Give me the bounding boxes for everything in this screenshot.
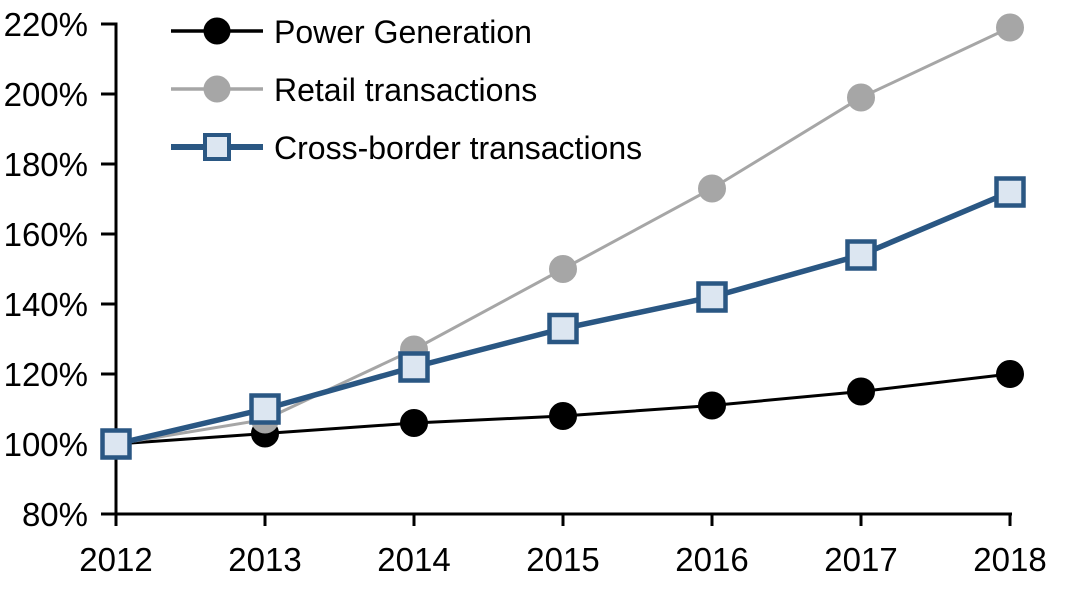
- x-axis: 2012 2013 2014 2015 2016 2017 2018: [79, 512, 1047, 578]
- data-point-retail-transactions: [698, 174, 726, 203]
- y-tick-label: 120%: [4, 356, 88, 393]
- x-tick-label: 2017: [824, 541, 897, 578]
- legend: Power Generation Retail transactions Cross…: [171, 14, 642, 166]
- legend-marker-cross-border-transactions: [203, 133, 231, 161]
- legend-label: Cross-border transactions: [274, 130, 642, 166]
- y-tick-label: 160%: [4, 216, 88, 253]
- data-point-power-generation: [847, 377, 875, 406]
- legend-item-power-generation: Power Generation: [171, 14, 532, 50]
- data-point-cross-border-transactions: [249, 393, 281, 425]
- x-tick-label: 2016: [675, 541, 748, 578]
- data-point-retail-transactions: [549, 255, 577, 283]
- legend-item-cross-border-transactions: Cross-border transactions: [171, 130, 642, 166]
- y-tick-label: 140%: [4, 286, 88, 323]
- y-tick-label: 180%: [4, 146, 88, 183]
- data-point-cross-border-transactions: [845, 239, 877, 271]
- legend-marker-retail-transactions: [203, 75, 231, 103]
- series-retail-transactions: [102, 13, 1024, 458]
- y-tick-label: 80%: [22, 496, 88, 533]
- data-point-retail-transactions: [847, 83, 875, 112]
- data-point-retail-transactions: [996, 13, 1024, 42]
- x-tick-label: 2013: [228, 541, 301, 578]
- series-cross-border-transactions: [100, 176, 1026, 460]
- legend-label: Retail transactions: [274, 72, 537, 108]
- legend-label: Power Generation: [274, 14, 532, 50]
- data-point-power-generation: [549, 402, 577, 430]
- series-power-generation: [102, 360, 1024, 458]
- data-point-power-generation: [996, 360, 1024, 388]
- data-point-cross-border-transactions: [547, 312, 579, 345]
- data-point-cross-border-transactions: [696, 281, 728, 313]
- x-tick-label: 2014: [377, 541, 450, 578]
- y-axis: 80% 100% 120% 140% 160% 180% 200% 220%: [4, 6, 118, 533]
- data-point-power-generation: [698, 391, 726, 420]
- x-tick-label: 2015: [526, 541, 599, 578]
- x-tick-label: 2012: [79, 541, 152, 578]
- data-point-cross-border-transactions: [398, 351, 430, 383]
- legend-marker-power-generation: [203, 17, 231, 45]
- y-tick-label: 220%: [4, 6, 88, 43]
- data-point-power-generation: [400, 409, 428, 437]
- y-tick-label: 200%: [4, 76, 88, 113]
- x-tick-label: 2018: [973, 541, 1046, 578]
- data-point-cross-border-transactions: [100, 428, 132, 460]
- y-tick-label: 100%: [4, 426, 88, 463]
- data-point-cross-border-transactions: [994, 176, 1026, 208]
- legend-item-retail-transactions: Retail transactions: [171, 72, 537, 108]
